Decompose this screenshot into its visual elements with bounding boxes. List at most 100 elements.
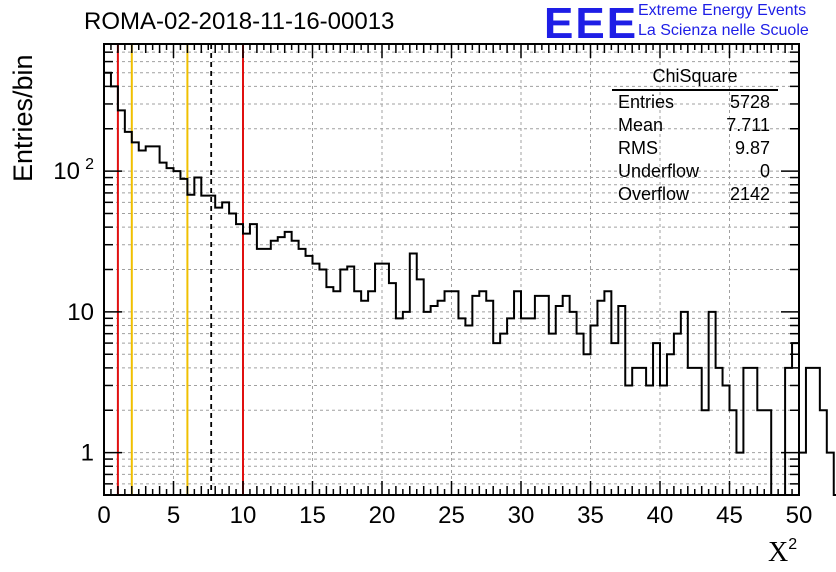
histogram-bin bbox=[556, 306, 563, 495]
histogram-bin bbox=[542, 296, 549, 495]
histogram-bin bbox=[347, 267, 354, 495]
x-tick-label: 10 bbox=[230, 502, 257, 529]
logo-line-2: La Scienza nelle Scuole bbox=[638, 22, 809, 39]
histogram-bin bbox=[702, 410, 709, 495]
histogram-bin bbox=[465, 326, 472, 495]
histogram-bin bbox=[723, 385, 730, 495]
histogram-bin bbox=[292, 241, 299, 495]
histogram-bin bbox=[500, 334, 507, 495]
histogram-bin bbox=[361, 301, 368, 495]
histogram-bin bbox=[660, 385, 667, 495]
histogram-bin bbox=[709, 312, 716, 495]
x-tick-label: 40 bbox=[647, 502, 674, 529]
histogram-bin bbox=[389, 283, 396, 495]
histogram-bin bbox=[174, 171, 181, 495]
logo-line-1: Extreme Energy Events bbox=[638, 2, 807, 19]
run-title: ROMA-02-2018-11-16-00013 bbox=[84, 8, 395, 35]
histogram-bin bbox=[528, 318, 535, 495]
histogram-bin bbox=[215, 208, 222, 495]
histogram-bin bbox=[584, 354, 591, 495]
histogram-bin bbox=[243, 234, 250, 495]
histogram-bin bbox=[375, 264, 382, 495]
histogram-bin bbox=[736, 453, 743, 495]
histogram-bin bbox=[139, 151, 146, 495]
stats-row-mean: Mean 7.711 bbox=[618, 115, 770, 135]
histogram-bin bbox=[757, 410, 764, 495]
stats-title: ChiSquare bbox=[612, 66, 778, 91]
stats-row-entries: Entries 5728 bbox=[618, 92, 770, 112]
stats-row-underflow: Underflow 0 bbox=[618, 161, 770, 181]
histogram-bin bbox=[333, 291, 340, 495]
histogram-bin bbox=[472, 296, 479, 495]
y-tick-label: 10 bbox=[53, 158, 80, 185]
y-tick-label: 10 bbox=[67, 299, 94, 326]
histogram-bin bbox=[236, 224, 243, 495]
histogram-bin bbox=[403, 312, 410, 495]
histogram-bin bbox=[396, 318, 403, 495]
histogram-bin bbox=[458, 318, 465, 495]
histogram-bin bbox=[639, 368, 646, 495]
histogram-bin bbox=[299, 249, 306, 495]
histogram-bin bbox=[597, 301, 604, 495]
histogram-bin bbox=[222, 202, 229, 495]
histogram-bin bbox=[180, 179, 187, 495]
histogram-bin bbox=[646, 385, 653, 495]
histogram-bin bbox=[514, 291, 521, 495]
x-tick-label: 50 bbox=[786, 502, 813, 529]
histogram-bin bbox=[160, 163, 167, 495]
histogram-bin bbox=[486, 301, 493, 495]
histogram-bin bbox=[493, 343, 500, 495]
histogram-bin bbox=[368, 291, 375, 495]
histogram-bin bbox=[278, 237, 285, 495]
histogram-bin bbox=[785, 368, 792, 495]
histogram-bin bbox=[167, 168, 174, 495]
histogram-bin bbox=[716, 368, 723, 495]
histogram-bin bbox=[382, 264, 389, 495]
histogram-bin bbox=[285, 232, 292, 495]
histogram-bin bbox=[618, 306, 625, 495]
histogram-bin bbox=[653, 343, 660, 495]
histogram-bin bbox=[604, 291, 611, 495]
histogram-bin bbox=[827, 453, 834, 495]
histogram-bin bbox=[667, 354, 674, 495]
histogram-bin bbox=[730, 410, 737, 495]
histogram-bin bbox=[271, 241, 278, 495]
histogram-bin bbox=[577, 334, 584, 495]
histogram-bin bbox=[410, 253, 417, 495]
histogram-bin bbox=[319, 270, 326, 496]
histogram-bin bbox=[153, 146, 160, 495]
histogram-bin bbox=[479, 291, 486, 495]
histogram-bin bbox=[806, 368, 813, 495]
histogram-bin bbox=[424, 312, 431, 495]
histogram-bin bbox=[132, 142, 139, 495]
x-tick-label: 20 bbox=[369, 502, 396, 529]
y-tick-label-exponent: 2 bbox=[85, 156, 94, 173]
histogram-bin bbox=[431, 306, 438, 495]
histogram-bin bbox=[340, 270, 347, 496]
histogram-bin bbox=[146, 146, 153, 495]
histogram-bin bbox=[250, 224, 257, 495]
histogram-bin bbox=[104, 73, 111, 495]
histogram-bin bbox=[681, 312, 688, 495]
histogram-bin bbox=[549, 334, 556, 495]
histogram-bin bbox=[743, 368, 750, 495]
x-tick-label: 30 bbox=[508, 502, 535, 529]
stats-row-rms: RMS 9.87 bbox=[618, 138, 770, 158]
histogram-bin bbox=[354, 291, 361, 495]
stats-row-overflow: Overflow 2142 bbox=[618, 184, 770, 204]
histogram-bin bbox=[674, 334, 681, 495]
histogram-bin bbox=[194, 178, 201, 495]
histogram-bin bbox=[820, 410, 827, 495]
histogram-bin bbox=[264, 249, 271, 495]
y-axis-label: Entries/bin bbox=[8, 54, 38, 182]
histogram-bin bbox=[507, 318, 514, 495]
histogram-bin bbox=[611, 343, 618, 495]
x-axis-label: X2 bbox=[768, 536, 798, 568]
x-tick-label: 45 bbox=[716, 502, 743, 529]
x-tick-label: 15 bbox=[299, 502, 326, 529]
histogram-bin bbox=[438, 301, 445, 495]
histogram-bin bbox=[632, 368, 639, 495]
histogram-bin bbox=[688, 368, 695, 495]
histogram-bin bbox=[208, 196, 215, 495]
